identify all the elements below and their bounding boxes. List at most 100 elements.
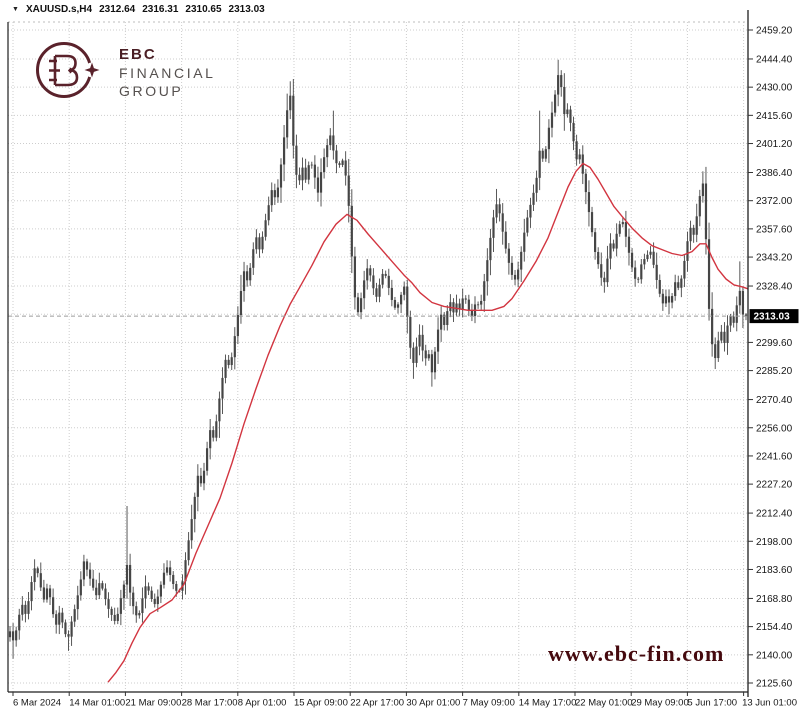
candle-body (406, 286, 409, 317)
candle-body (572, 122, 575, 142)
candles-layer (8, 59, 748, 659)
candle-body (594, 232, 597, 252)
candle-body (655, 264, 658, 281)
candle-body (495, 204, 498, 218)
candle-body (48, 588, 52, 598)
candle-body (159, 584, 162, 597)
candle-body (144, 586, 147, 599)
candle-body (172, 574, 175, 584)
candle-body (338, 163, 341, 165)
candle-body (319, 172, 323, 193)
candle-body (667, 296, 671, 303)
candle-body (649, 251, 652, 255)
collapse-chart-arrow-icon[interactable]: ▼ (12, 5, 19, 13)
candle-body (270, 190, 273, 206)
candle-body (609, 243, 612, 259)
candle-body (202, 470, 206, 484)
candle-body (350, 205, 353, 257)
ohlc-close-value: 2313.03 (228, 4, 265, 15)
time-axis[interactable]: 6 Mar 2024 14 Mar 01:00 21 Mar 09:00 28 Mar… (12, 692, 797, 709)
candle-body (221, 377, 224, 399)
candle-body (412, 347, 415, 363)
candle-body (467, 299, 470, 311)
candle-body (116, 613, 119, 621)
candle-body (267, 205, 270, 221)
price-axis-label: 2430.00 (756, 83, 793, 94)
candle-body (520, 251, 523, 270)
candle-body (729, 316, 732, 326)
candle-body (209, 430, 212, 449)
candle-body (507, 248, 510, 263)
chart-frame (7, 10, 749, 697)
ohlc-open-value: 2312.64 (99, 4, 136, 15)
candle-body (356, 297, 360, 313)
candle-body (403, 286, 406, 295)
ebc-logo-mark-icon (36, 42, 100, 98)
candle-body (714, 344, 717, 359)
price-axis-label: 2328.40 (756, 282, 793, 293)
candle-body (735, 305, 738, 323)
price-axis[interactable]: 2459.20 2444.40 2430.00 2415.60 2401.20 2386.… (748, 26, 793, 690)
candle-body (584, 173, 587, 193)
candle-body (273, 190, 276, 198)
candle-body (11, 631, 15, 641)
candle-body (677, 282, 680, 288)
candle-body (15, 630, 18, 641)
candle-body (113, 614, 116, 621)
candle-body (369, 268, 372, 276)
candle-body (523, 232, 526, 252)
candle-body (590, 212, 594, 233)
candle-body (517, 269, 520, 280)
candle-body (147, 586, 150, 591)
candle-body (732, 316, 735, 323)
price-axis-label: 2241.60 (756, 451, 793, 462)
candle-body (711, 308, 714, 345)
candle-body (169, 567, 172, 575)
candle-body (353, 256, 357, 298)
candle-body (652, 251, 655, 265)
price-axis-label: 2299.60 (756, 338, 793, 349)
candle-body (307, 165, 310, 180)
candle-body (470, 310, 474, 317)
candle-body (119, 598, 122, 614)
candle-body (717, 340, 720, 359)
candle-body (513, 274, 517, 280)
candle-body (606, 258, 609, 283)
candle-body (298, 174, 301, 181)
candle-body (615, 233, 618, 249)
candle-body (289, 95, 292, 111)
candle-body (92, 578, 95, 588)
candle-body (95, 587, 98, 596)
candle-body (335, 150, 338, 164)
price-axis-label: 2154.40 (756, 622, 793, 633)
candle-body (396, 304, 400, 308)
candle-body (70, 621, 73, 637)
candle-body (621, 222, 624, 225)
candle-body (98, 583, 101, 596)
candle-body (61, 612, 64, 623)
candle-body (541, 150, 544, 159)
candle-body (701, 183, 704, 197)
candle-body (427, 354, 430, 359)
candle-body (421, 334, 424, 351)
price-axis-label: 2227.20 (756, 480, 793, 491)
candle-body (165, 567, 169, 573)
candle-body (135, 606, 138, 616)
candle-body (239, 291, 243, 316)
sparkle-icon (84, 62, 100, 78)
candle-body (560, 75, 563, 88)
candle-body (292, 95, 295, 146)
candle-body (88, 569, 92, 579)
candle-body (212, 430, 215, 438)
price-axis-label: 2212.40 (756, 509, 793, 520)
candle-body (443, 314, 446, 326)
candle-body (381, 273, 384, 285)
candle-body (236, 315, 239, 337)
candle-body (409, 316, 412, 348)
candle-body (129, 564, 132, 593)
candle-body (707, 239, 711, 309)
candle-body (563, 87, 566, 115)
candle-body (449, 302, 452, 312)
